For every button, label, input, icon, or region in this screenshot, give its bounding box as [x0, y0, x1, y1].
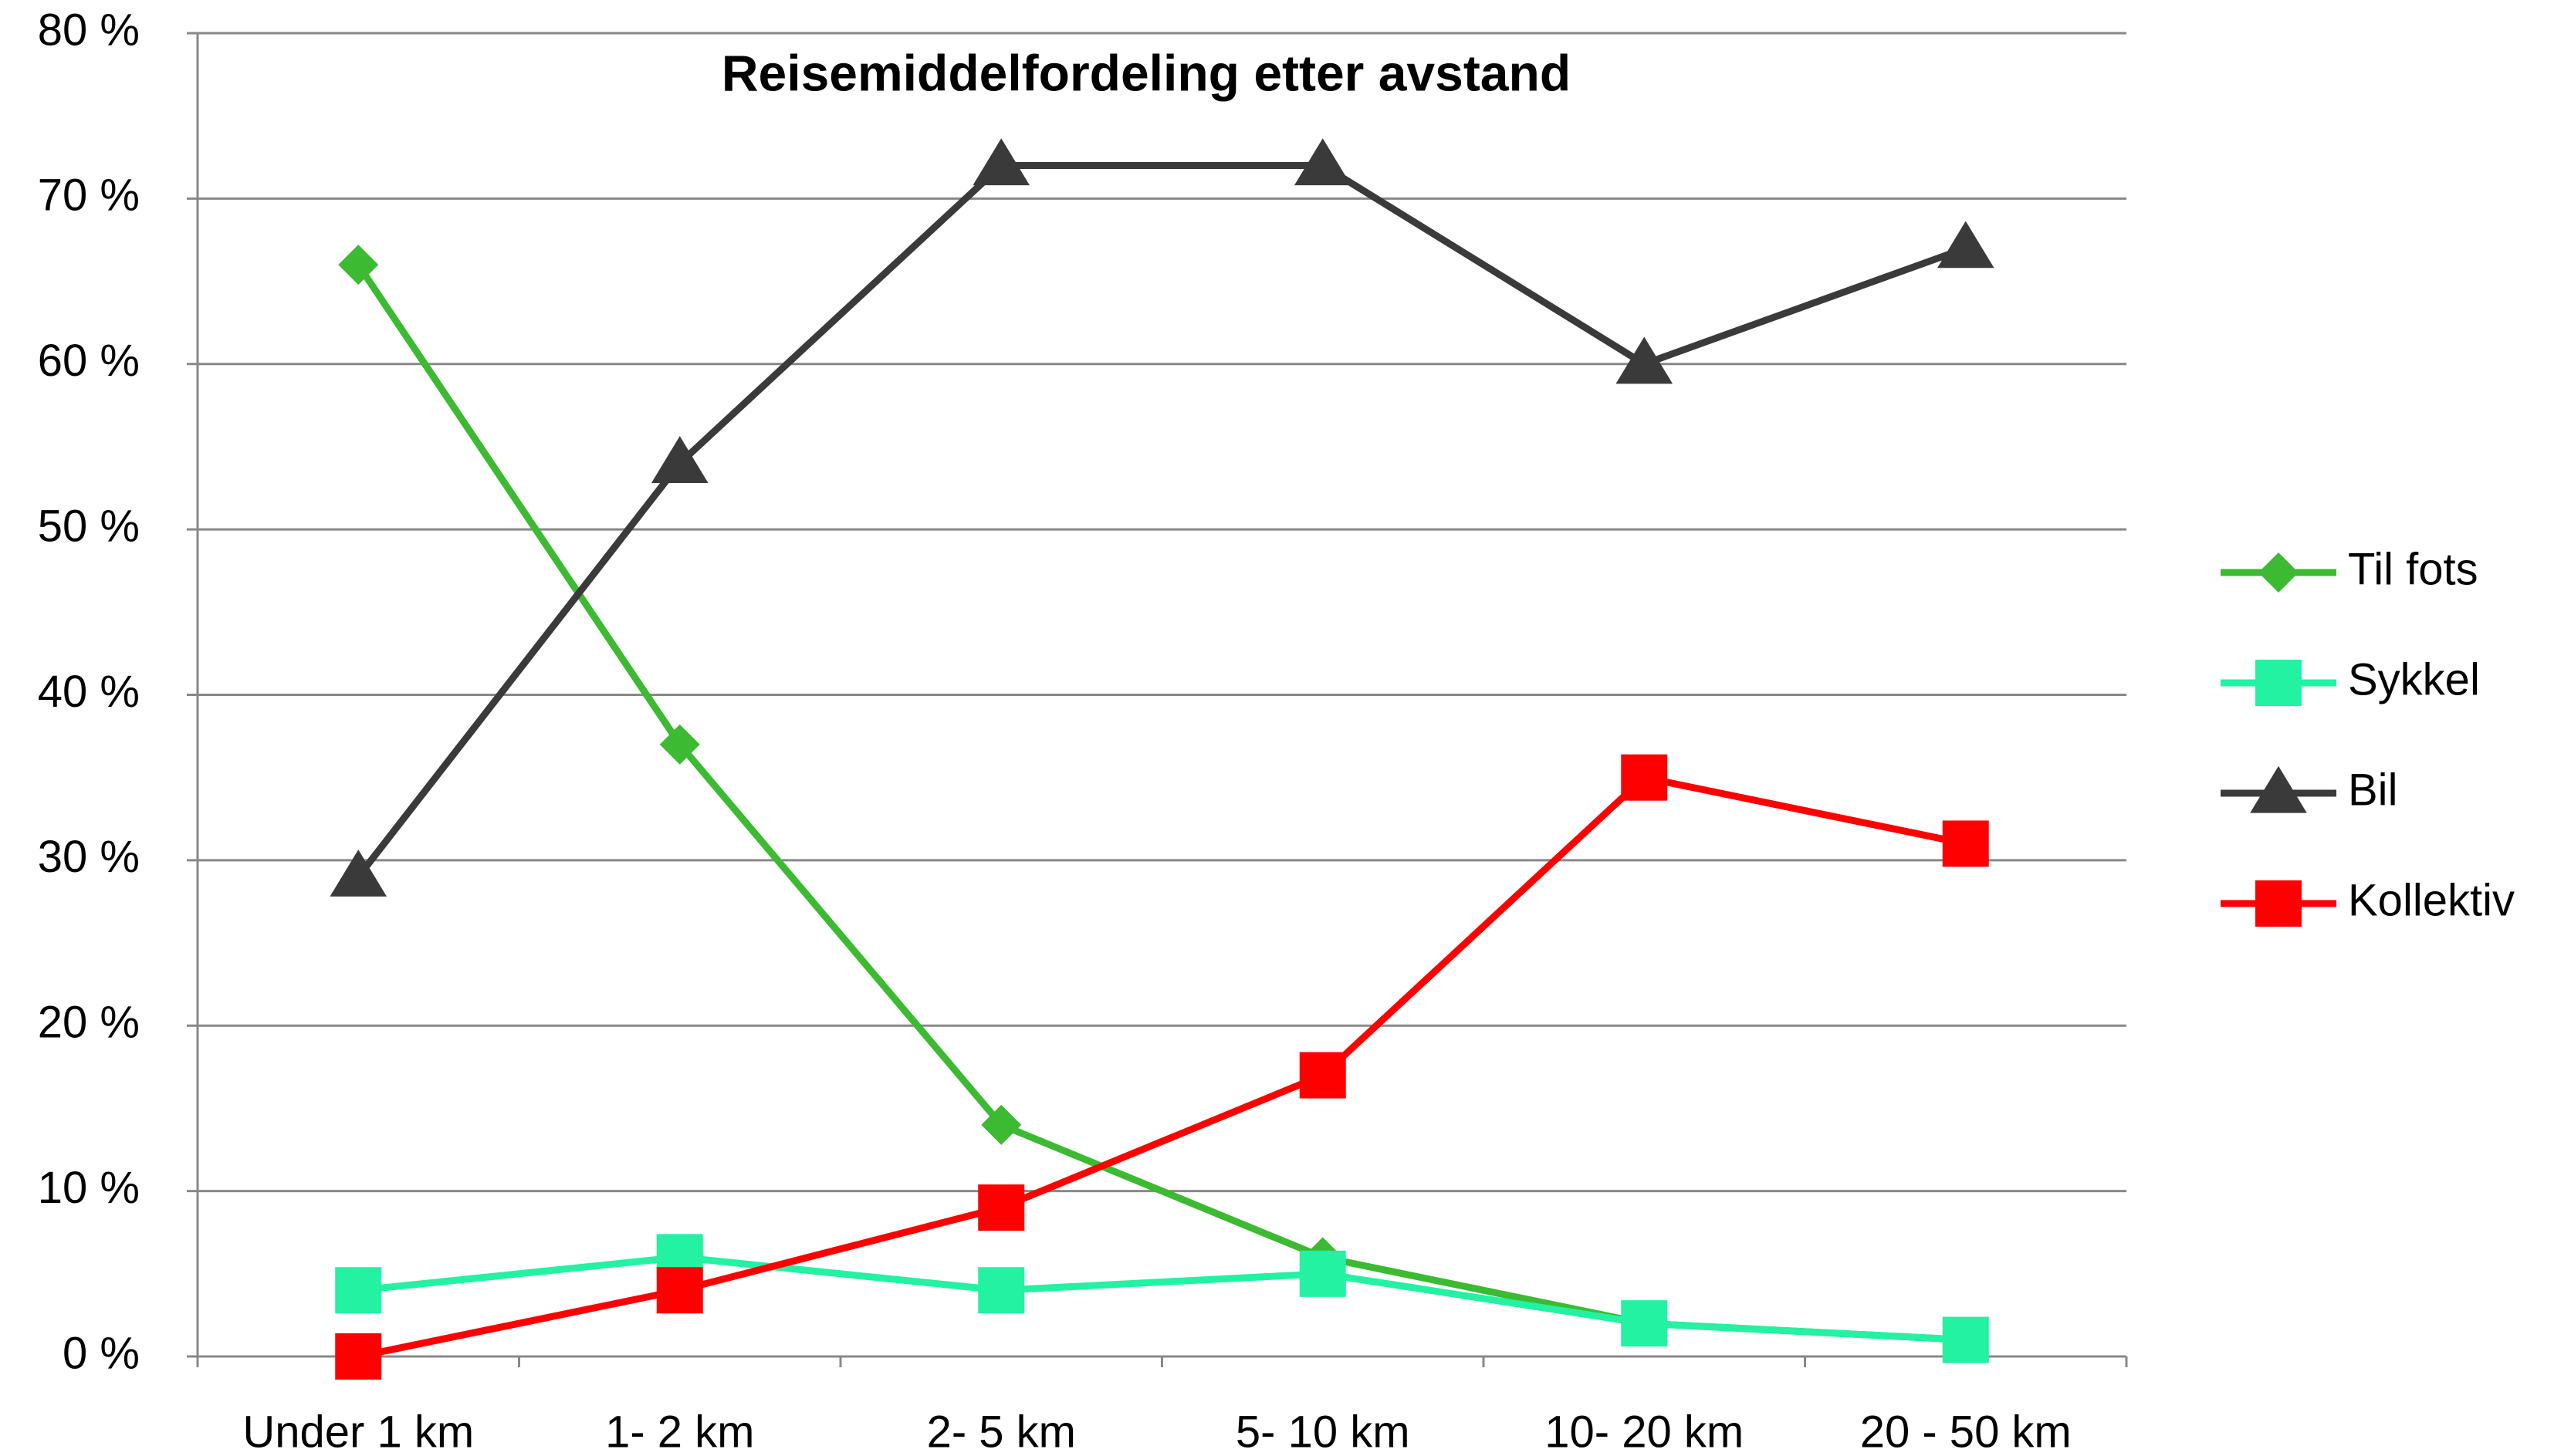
marker	[1621, 754, 1668, 801]
x-tick-label: 5- 10 km	[1236, 1407, 1410, 1456]
x-tick-label: 20 - 50 km	[1860, 1407, 2072, 1456]
marker	[978, 1184, 1025, 1231]
y-tick-label: 10 %	[38, 1163, 140, 1213]
marker	[651, 436, 709, 483]
marker	[2255, 880, 2302, 927]
marker	[1615, 336, 1673, 384]
y-tick-label: 20 %	[38, 998, 140, 1048]
legend-label: Bil	[2348, 765, 2397, 815]
y-tick-label: 40 %	[38, 667, 140, 717]
x-tick-label: Under 1 km	[242, 1407, 474, 1456]
y-tick-label: 30 %	[38, 832, 140, 882]
x-tick-label: 2- 5 km	[927, 1407, 1076, 1456]
marker	[335, 1333, 382, 1380]
legend-label: Kollektiv	[2348, 875, 2515, 925]
chart-title: Reisemiddelfordeling etter avstand	[722, 44, 1571, 101]
marker	[2258, 552, 2299, 593]
series-line	[357, 774, 1967, 1360]
marker	[1937, 221, 1994, 269]
series-line	[357, 1253, 1966, 1344]
marker	[656, 1267, 703, 1314]
marker	[978, 1267, 1025, 1314]
marker	[1942, 1316, 1989, 1363]
marker	[1299, 1250, 1346, 1297]
marker	[338, 245, 379, 285]
marker	[330, 850, 387, 897]
legend-label: Sykkel	[2348, 654, 2480, 704]
marker	[659, 724, 700, 765]
y-tick-label: 0 %	[63, 1328, 140, 1378]
x-tick-label: 1- 2 km	[605, 1407, 754, 1456]
marker	[1621, 1300, 1668, 1347]
marker	[1294, 138, 1351, 186]
marker	[1942, 820, 1989, 867]
marker	[973, 138, 1030, 186]
y-tick-label: 80 %	[38, 5, 140, 55]
marker	[981, 1104, 1022, 1145]
y-tick-label: 50 %	[38, 501, 140, 551]
y-tick-label: 60 %	[38, 336, 140, 386]
marker	[1299, 1052, 1346, 1099]
series-line	[355, 162, 1967, 880]
marker	[2255, 660, 2302, 706]
legend-label: Til fots	[2348, 544, 2478, 594]
marker	[2250, 765, 2307, 813]
series-line	[355, 262, 1966, 1344]
x-tick-label: 10- 20 km	[1544, 1407, 1744, 1456]
marker	[335, 1267, 382, 1314]
y-tick-label: 70 %	[38, 171, 140, 221]
